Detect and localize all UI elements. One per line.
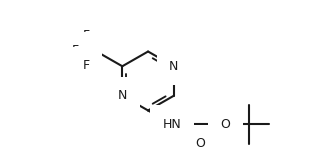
Text: N: N [169,60,179,73]
Text: O: O [195,137,205,150]
Text: F: F [82,29,90,42]
Text: N: N [117,89,127,102]
Text: F: F [72,44,79,57]
Text: O: O [221,118,231,131]
Text: F: F [82,59,90,72]
Text: HN: HN [163,118,181,131]
